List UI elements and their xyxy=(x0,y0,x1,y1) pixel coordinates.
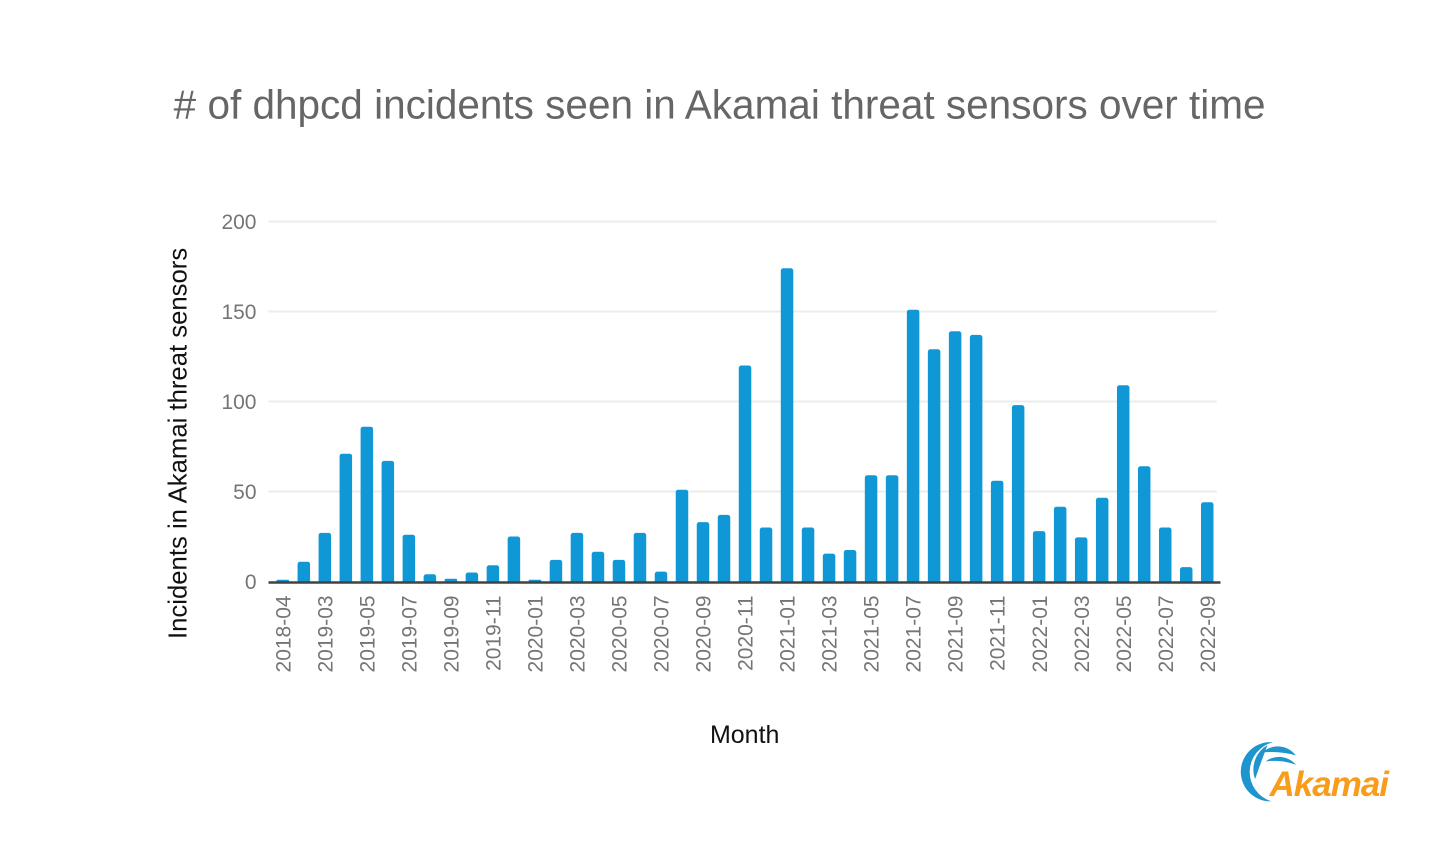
svg-text:Incidents in Akamai threat sen: Incidents in Akamai threat sensors xyxy=(165,248,193,639)
svg-text:2022-01: 2022-01 xyxy=(1029,595,1052,672)
svg-text:2019-07: 2019-07 xyxy=(398,595,421,672)
svg-text:2021-01: 2021-01 xyxy=(777,595,800,672)
svg-text:2022-07: 2022-07 xyxy=(1155,595,1178,672)
svg-text:2021-05: 2021-05 xyxy=(861,595,884,672)
svg-text:# of dhpcd incidents seen in A: # of dhpcd incidents seen in Akamai thre… xyxy=(174,82,1266,128)
svg-text:2022-03: 2022-03 xyxy=(1071,595,1094,672)
svg-text:2021-07: 2021-07 xyxy=(903,595,926,672)
svg-text:50: 50 xyxy=(233,481,256,504)
svg-text:2020-07: 2020-07 xyxy=(651,595,674,672)
svg-text:100: 100 xyxy=(221,391,256,414)
svg-text:0: 0 xyxy=(245,571,257,594)
svg-text:Akamai: Akamai xyxy=(1269,765,1391,804)
svg-text:2021-03: 2021-03 xyxy=(819,595,842,672)
svg-text:150: 150 xyxy=(221,301,256,324)
svg-text:200: 200 xyxy=(221,211,256,234)
svg-text:2020-01: 2020-01 xyxy=(525,595,548,672)
svg-text:2022-05: 2022-05 xyxy=(1113,595,1136,672)
svg-text:2019-09: 2019-09 xyxy=(440,595,463,672)
svg-text:2021-11: 2021-11 xyxy=(987,595,1010,671)
svg-text:2020-05: 2020-05 xyxy=(609,595,632,672)
svg-text:2020-11: 2020-11 xyxy=(735,595,758,671)
svg-text:2018-04: 2018-04 xyxy=(272,595,295,672)
svg-text:Month: Month xyxy=(710,721,779,749)
svg-text:2021-09: 2021-09 xyxy=(945,595,968,672)
svg-text:2019-11: 2019-11 xyxy=(483,595,506,671)
svg-text:2019-05: 2019-05 xyxy=(356,595,379,672)
svg-text:2022-09: 2022-09 xyxy=(1197,595,1220,672)
svg-text:2020-03: 2020-03 xyxy=(567,595,590,672)
svg-text:2020-09: 2020-09 xyxy=(693,595,716,672)
svg-text:2019-03: 2019-03 xyxy=(314,595,337,672)
